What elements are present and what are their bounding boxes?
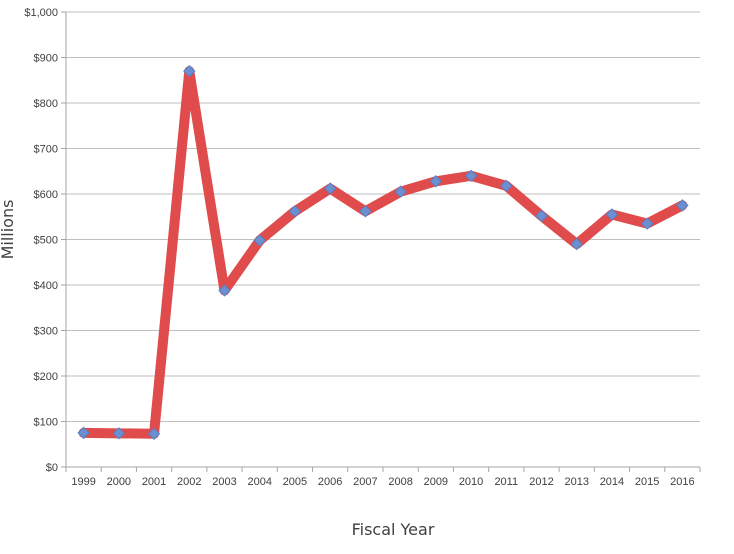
y-tick-label: $0 xyxy=(46,462,58,474)
x-tick-label: 2010 xyxy=(459,476,483,488)
x-axis-tick-labels: 1999 2000 2001 2002 2003 2004 2005 2006 2007 2008… xyxy=(65,467,701,488)
x-tick-label: 2001 xyxy=(142,476,166,488)
data-point-marker xyxy=(500,179,513,193)
y-tick-label: $200 xyxy=(34,371,58,383)
y-tick-label: $900 xyxy=(34,53,58,65)
data-point-marker xyxy=(147,427,161,440)
x-tick-label: 1999 xyxy=(71,476,95,488)
x-tick-label: 2016 xyxy=(670,476,694,488)
data-point-marker xyxy=(218,284,231,297)
x-tick-label: 2013 xyxy=(564,476,588,488)
x-tick-label: 2005 xyxy=(283,476,307,488)
data-point-marker xyxy=(570,237,583,251)
x-tick-label: 2009 xyxy=(424,476,448,488)
series-revenue xyxy=(77,64,689,440)
data-point-marker xyxy=(253,234,266,247)
series-line xyxy=(78,66,688,439)
x-tick-label: 2002 xyxy=(177,476,201,488)
data-point-marker xyxy=(605,208,619,221)
x-tick-label: 2004 xyxy=(247,476,271,488)
y-axis-title: Millions xyxy=(0,200,17,260)
y-tick-label: $100 xyxy=(34,417,58,429)
y-tick-label: $500 xyxy=(34,235,58,247)
data-point-marker xyxy=(394,185,407,198)
data-point-marker xyxy=(676,199,689,212)
x-tick-label: 2012 xyxy=(529,476,553,488)
y-tick-label: $400 xyxy=(34,280,58,292)
data-point-marker xyxy=(464,169,478,183)
x-tick-label: 2003 xyxy=(212,476,236,488)
x-tick-label: 2000 xyxy=(107,476,131,488)
y-tick-label: $700 xyxy=(34,144,58,156)
y-tick-label: $1,000 xyxy=(24,7,58,19)
x-tick-label: 2011 xyxy=(494,476,518,488)
data-point-marker xyxy=(359,205,372,218)
data-point-marker xyxy=(77,426,90,440)
x-tick-label: 2007 xyxy=(353,476,377,488)
y-tick-label: $800 xyxy=(34,98,58,110)
data-point-marker xyxy=(640,217,654,230)
data-point-marker xyxy=(323,182,337,195)
x-tick-label: 2008 xyxy=(388,476,412,488)
y-tick-label: $300 xyxy=(34,326,58,338)
x-tick-label: 2015 xyxy=(635,476,659,488)
y-tick-label: $600 xyxy=(34,189,58,201)
data-point-marker xyxy=(183,64,196,78)
data-point-marker xyxy=(112,427,126,440)
x-tick-label: 2006 xyxy=(318,476,342,488)
data-point-marker xyxy=(288,205,302,218)
data-point-marker xyxy=(535,209,548,223)
data-point-marker xyxy=(429,175,443,188)
x-axis-title: Fiscal Year xyxy=(352,520,435,539)
y-axis-tick-labels: $0 $100 $200 $300 $400 $500 $600 $700 $800 $900 $1… xyxy=(24,7,66,474)
x-tick-label: 2014 xyxy=(600,476,624,488)
